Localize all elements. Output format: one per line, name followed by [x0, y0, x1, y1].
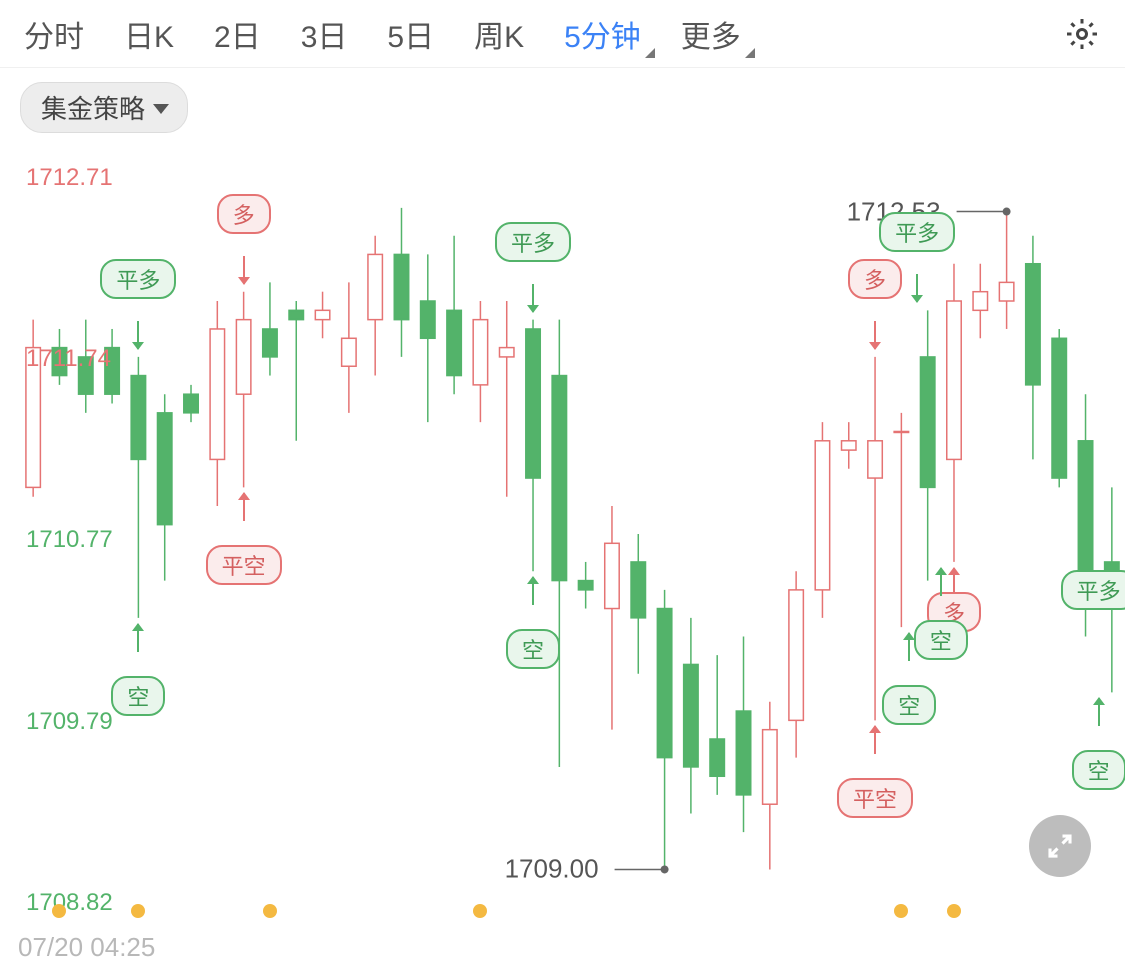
signal-arrow-icon: [137, 624, 139, 652]
timeframe-tab[interactable]: 更多: [661, 12, 761, 56]
signal-arrow-icon: [532, 284, 534, 312]
signal-badge: 平多: [1061, 570, 1125, 610]
y-axis-label: 1708.82: [26, 889, 113, 917]
price-callout: 1709.00: [505, 854, 599, 885]
signal-arrow-icon: [137, 321, 139, 349]
timeframe-tab[interactable]: 5日: [367, 12, 454, 56]
signal-badge: 平空: [206, 545, 282, 585]
timeframe-tab[interactable]: 2日: [194, 12, 281, 56]
signal-arrow-icon: [874, 726, 876, 754]
signal-arrow-icon: [243, 493, 245, 521]
signal-arrow-icon: [1098, 698, 1100, 726]
y-axis-label: 1710.77: [26, 526, 113, 554]
marker-dot: [131, 904, 145, 918]
timeframe-tab[interactable]: 周K: [454, 12, 544, 56]
marker-dot: [894, 904, 908, 918]
signal-badge: 平多: [495, 222, 571, 262]
timeframe-tab[interactable]: 日K: [104, 12, 194, 56]
marker-dot: [52, 904, 66, 918]
signal-arrow-icon: [874, 321, 876, 349]
expand-icon: [1045, 831, 1075, 861]
y-axis-label: 1711.74: [26, 345, 111, 373]
signal-badge: 空: [1072, 750, 1125, 790]
marker-dot: [947, 904, 961, 918]
signal-arrow-icon: [940, 568, 942, 596]
signal-badge: 空: [914, 620, 968, 660]
chevron-down-icon: [153, 104, 169, 114]
signal-badge: 空: [506, 629, 560, 669]
signal-badge: 多: [217, 194, 271, 234]
strategy-chip[interactable]: 集金策略: [20, 82, 188, 133]
marker-dot: [263, 904, 277, 918]
timeframe-tab[interactable]: 5分钟: [544, 12, 661, 56]
gear-icon: [1064, 16, 1100, 52]
signal-badge: 多: [848, 259, 902, 299]
signal-arrow-icon: [908, 633, 910, 661]
signal-arrow-icon: [243, 256, 245, 284]
marker-dot: [473, 904, 487, 918]
settings-button[interactable]: [1061, 13, 1103, 55]
timeframe-tab[interactable]: 3日: [281, 12, 368, 56]
signal-arrow-icon: [916, 274, 918, 302]
timeframe-tabbar: 分时日K2日3日5日周K5分钟更多: [0, 0, 1125, 68]
signal-badge: 空: [882, 685, 936, 725]
signal-badge: 平空: [837, 778, 913, 818]
chart-area[interactable]: 07/20 04:25 1712.71 1711.74 1710.77 1709.79…: [0, 158, 1125, 967]
signal-badge: 平多: [879, 212, 955, 252]
timeframe-tab[interactable]: 分时: [4, 12, 104, 56]
strategy-chip-row: 集金策略: [0, 68, 1125, 139]
dropdown-corner-icon: [745, 48, 755, 58]
timestamp-label: 07/20 04:25: [18, 932, 155, 963]
signal-badge: 空: [111, 676, 165, 716]
dropdown-corner-icon: [645, 48, 655, 58]
strategy-chip-label: 集金策略: [41, 89, 145, 126]
expand-button[interactable]: [1029, 815, 1091, 877]
y-axis-label: 1712.71: [26, 164, 113, 192]
y-axis-label: 1709.79: [26, 708, 113, 736]
signal-badge: 平多: [100, 259, 176, 299]
signal-arrow-icon: [532, 577, 534, 605]
